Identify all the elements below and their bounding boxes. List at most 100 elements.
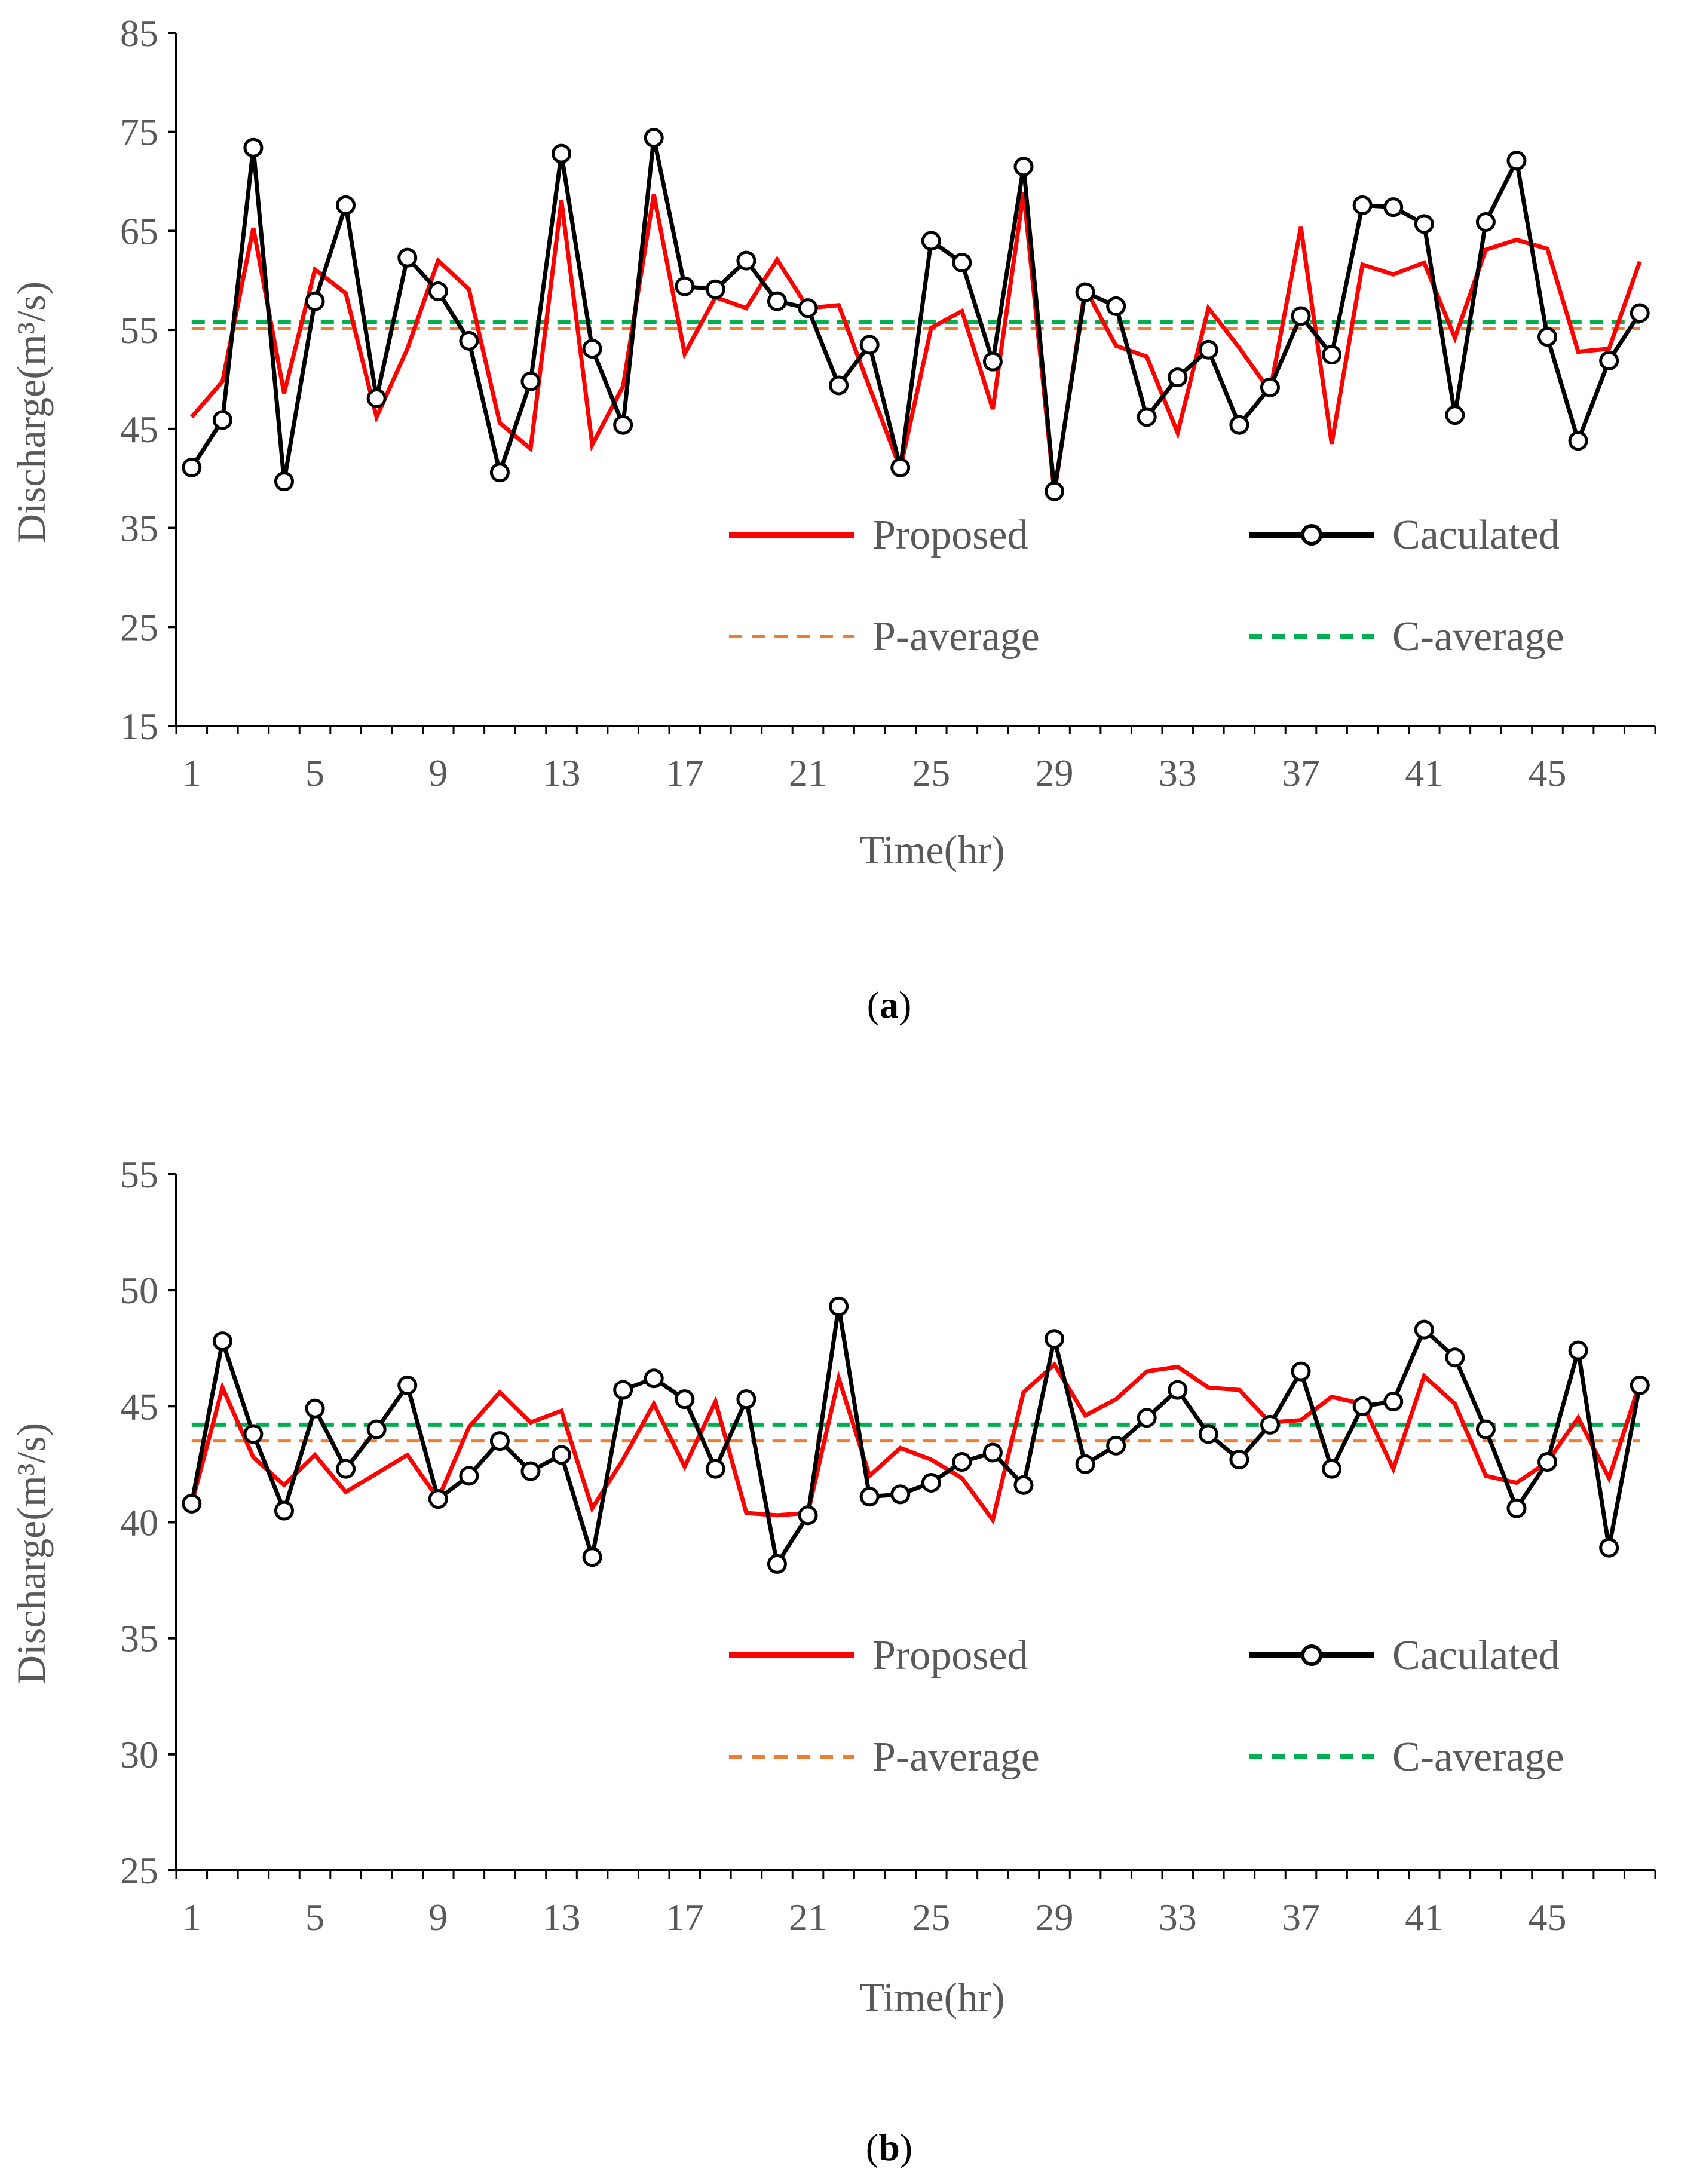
chart-b-caption-letter: b — [878, 2126, 900, 2168]
chart-a-calculated-point — [582, 339, 602, 359]
chart-b-calculated-point — [397, 1375, 418, 1395]
chart-a-calculated-point — [952, 252, 972, 272]
chart-b-calculated-point — [428, 1489, 448, 1509]
chart-a-calculated-point — [859, 335, 880, 355]
chart-a-y-tick-label: 25 — [120, 606, 158, 648]
chart-a-calculated-point — [1599, 351, 1619, 371]
chart-a-calculated-point — [243, 137, 264, 158]
chart-b-y-tick-label: 25 — [120, 1849, 158, 1892]
chart-b-calculated-point — [1414, 1319, 1434, 1340]
chart-a-calculated-point — [520, 371, 541, 391]
chart-b-calculated-point — [921, 1472, 941, 1493]
chart-a-legend-proposed-label: Proposed — [872, 512, 1028, 558]
chart-a-legend-calculated-label: Caculated — [1392, 512, 1560, 558]
chart-a-calculated-point — [1168, 367, 1188, 388]
chart-a-calculated-point — [212, 410, 232, 430]
chart-a-calculated-point — [182, 457, 202, 477]
chart-a-x-tick-label: 9 — [428, 752, 448, 794]
chart-b-calculated-point — [1106, 1435, 1126, 1456]
chart-b-calculated-point — [1168, 1380, 1188, 1400]
chart-a-calculated-point — [1198, 339, 1218, 360]
chart-b-calculated-line — [189, 1306, 1642, 1570]
chart-b-x-tick-label: 37 — [1282, 1896, 1320, 1938]
chart-a-calculated-point — [1537, 327, 1558, 347]
chart-a-proposed-line — [190, 192, 1642, 494]
chart-b-x-tick-label: 41 — [1405, 1896, 1443, 1938]
chart-b-calculated-point — [736, 1389, 756, 1410]
chart-b-calculated-point — [705, 1459, 725, 1479]
chart-a-calculated-point — [705, 279, 725, 299]
chart-a-calculated-point — [1229, 415, 1249, 435]
chart-b-calculated-point — [520, 1461, 541, 1481]
chart-a-x-tick-label: 33 — [1159, 752, 1197, 794]
chart-b-legend-calculated-marker — [1301, 1644, 1322, 1666]
chart-a-calculated-point — [552, 143, 572, 164]
chart-a-y-axis-title: Discharge(m³/s) — [8, 281, 54, 543]
chart-b-calculated-point — [274, 1500, 294, 1521]
chart-a-x-tick-label: 45 — [1529, 752, 1567, 794]
chart-a-calculated-point — [921, 231, 941, 251]
chart-a-x-tick-label: 41 — [1405, 752, 1443, 794]
chart-a-calculated-line — [189, 137, 1642, 492]
chart-a-calculated-point — [767, 291, 787, 311]
chart-a-legend: Proposed Caculated P-average C-average — [729, 512, 1564, 660]
chart-a-calculated-point — [829, 375, 849, 396]
chart-a-calculated-point — [644, 128, 664, 148]
chart-b-legend-proposed-label: Proposed — [872, 1632, 1028, 1678]
chart-b-calculated-point — [366, 1419, 387, 1439]
chart-b-y-axis-title: Discharge(m³/s) — [8, 1423, 54, 1684]
chart-a-calculated-point — [428, 281, 448, 302]
chart-a-calculated-point — [1352, 195, 1373, 215]
chart-a-calculated-point — [459, 330, 479, 351]
chart-b-calculated-point — [1198, 1424, 1218, 1444]
chart-a-y-tick-label: 55 — [120, 309, 158, 351]
chart-a-calculated-point — [675, 276, 695, 296]
chart-a-axes — [168, 32, 1656, 734]
chart-a-calculated-point — [1414, 214, 1434, 234]
chart-b-calculated-point — [767, 1554, 787, 1574]
chart-a-y-tick-label: 35 — [120, 507, 158, 550]
chart-b-calculated-point — [1506, 1498, 1527, 1518]
chart-a-calculated-point — [336, 195, 356, 215]
chart-a-average-lines — [191, 320, 1640, 330]
chart-b-x-tick-label: 45 — [1529, 1896, 1567, 1938]
chart-a-calculated-point — [274, 471, 294, 492]
chart-b-y-tick-label: 55 — [120, 1153, 158, 1196]
chart-a-y-tick-label: 45 — [120, 408, 158, 451]
chart-b: 25 30 35 40 45 50 55 1 5 9 13 17 21 25 29 33 37 41 45 Tim… — [8, 1153, 1656, 2168]
chart-b-calculated-point — [644, 1368, 664, 1389]
chart-b-calculated-point — [336, 1459, 356, 1479]
chart-a-legend-p-average-label: P-average — [872, 614, 1040, 660]
chart-b-x-tick-label: 17 — [666, 1896, 704, 1938]
chart-a-x-tick-label: 21 — [789, 752, 827, 794]
chart-a-calculated-point — [1106, 296, 1126, 316]
chart-a-calculated-point — [1322, 345, 1342, 365]
chart-a-y-tick-label: 85 — [120, 12, 158, 54]
chart-b-y-tick-labels: 25 30 35 40 45 50 55 — [120, 1153, 158, 1892]
chart-b-y-tick-label: 50 — [120, 1269, 158, 1312]
chart-a-calculated-point — [1506, 151, 1527, 171]
chart-a-y-tick-label: 65 — [120, 210, 158, 252]
chart-b-calculated-point — [459, 1466, 479, 1486]
chart-b-calculated-point — [982, 1442, 1003, 1463]
chart-a-calculated-point — [982, 351, 1003, 372]
chart-b-x-tick-label: 9 — [428, 1896, 448, 1938]
chart-a-calculated-point — [489, 462, 510, 483]
chart-a-calculated-point — [890, 457, 911, 477]
chart-a-calculated-point — [1137, 407, 1157, 427]
chart-a-legend-calculated-marker — [1301, 524, 1322, 546]
chart-a-y-tick-labels: 15 25 35 45 55 65 75 85 — [120, 12, 158, 748]
chart-b-calculated-point — [1599, 1537, 1619, 1558]
chart-b-calculated-point — [305, 1398, 325, 1419]
chart-a-calculated-point — [1568, 431, 1588, 451]
chart-a-x-tick-label: 1 — [182, 752, 201, 794]
chart-b-calculated-point — [1630, 1375, 1650, 1395]
chart-a-calculated-point — [1475, 212, 1496, 232]
chart-b-series — [182, 1296, 1650, 1574]
chart-a-calculated-point — [305, 291, 325, 311]
chart-b-calculated-point — [1013, 1475, 1034, 1495]
chart-a-x-tick-labels: 1 5 9 13 17 21 25 29 33 37 41 45 — [182, 752, 1567, 794]
chart-a-y-tick-label: 15 — [120, 705, 158, 748]
